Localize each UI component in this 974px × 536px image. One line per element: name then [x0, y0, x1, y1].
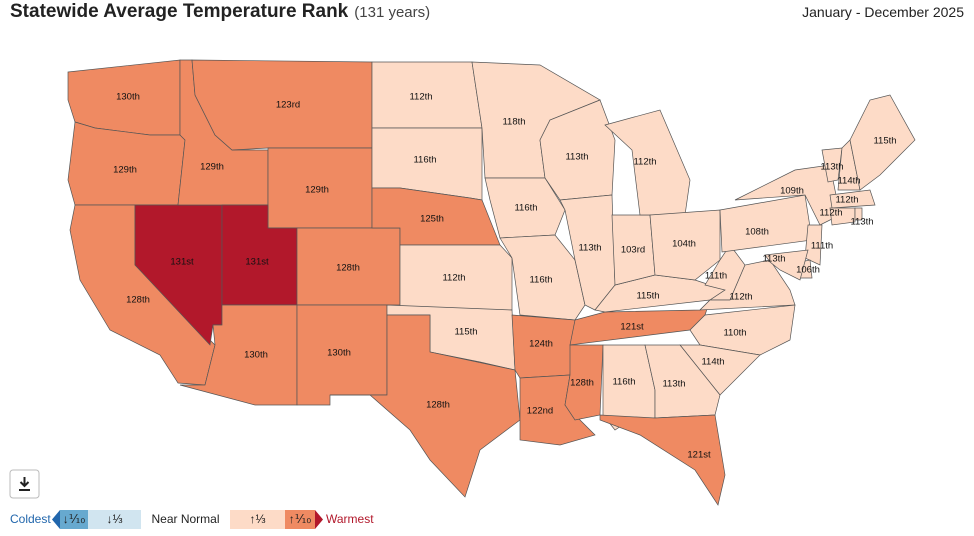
- legend-swatch: [285, 510, 315, 529]
- state-rank: 111th: [811, 241, 833, 252]
- state-rank: 131st: [170, 257, 194, 268]
- state-rank: 112th: [442, 273, 465, 284]
- state-rank: 109th: [780, 186, 804, 197]
- state-rank: 115th: [454, 327, 477, 338]
- state-rank: 113th: [565, 152, 588, 163]
- state-rank: 103rd: [621, 245, 645, 256]
- legend-label: ↓⅓: [106, 512, 122, 526]
- state-rank: 129th: [200, 162, 224, 173]
- state-rank: 129th: [113, 165, 137, 176]
- state-labels: 130th 129th 128th 131st 129th 123rd 129th 131st…: [113, 92, 896, 461]
- state: [829, 189, 876, 209]
- title-text: Statewide Average Temperature Rank: [10, 1, 349, 22]
- state-rank: 118th: [502, 117, 525, 128]
- legend-label: ↓⅒: [63, 512, 86, 526]
- state-rank: 114th: [837, 176, 860, 187]
- state: [764, 249, 809, 281]
- state: [559, 194, 616, 311]
- state-rank: 112th: [819, 208, 842, 219]
- state-rank: 115th: [636, 291, 659, 302]
- state-rank: 111th: [705, 271, 727, 282]
- state-rank: 128th: [126, 295, 150, 306]
- state-rank: 112th: [835, 195, 858, 206]
- state-rank: 130th: [116, 92, 140, 103]
- legend-swatch: [230, 510, 285, 529]
- state-rank: 116th: [529, 275, 552, 286]
- state-rank: 128th: [426, 400, 450, 411]
- legend-label: ↑⅓: [249, 512, 265, 526]
- state: [849, 94, 916, 191]
- state: [539, 99, 616, 201]
- state-rank: 116th: [514, 203, 537, 214]
- state: [829, 207, 856, 226]
- state-rank: 113th: [762, 254, 785, 265]
- legend-swatch: [60, 510, 88, 529]
- legend-arrow-left: [52, 510, 60, 529]
- state-rank: 113th: [578, 243, 601, 254]
- state-rank: 131st: [245, 257, 269, 268]
- legend-low: Coldest: [10, 512, 51, 526]
- state: [330, 314, 521, 498]
- state: [499, 234, 586, 321]
- state-rank: 130th: [327, 348, 351, 359]
- state: [649, 209, 721, 281]
- legend-arrow-right: [315, 510, 323, 529]
- state: [399, 244, 513, 311]
- legend: Coldest ↓⅒ ↓⅓ Near Normal ↑⅓ ↑⅒ Warmest: [10, 510, 374, 529]
- subtitle: (131 years): [354, 4, 430, 21]
- legend-label: ↑⅒: [289, 512, 312, 526]
- state: [599, 414, 726, 506]
- state-rank: 106th: [796, 265, 820, 276]
- legend-high: Warmest: [326, 512, 374, 526]
- state-rank: 129th: [305, 185, 329, 196]
- state-rank: 113th: [850, 217, 873, 228]
- state-rank: 130th: [244, 350, 268, 361]
- legend-swatch: [88, 510, 141, 529]
- state-rank: 110th: [723, 328, 746, 339]
- state-rank: 112th: [633, 157, 656, 168]
- state-rank: 124th: [529, 339, 553, 350]
- state-rank: 121st: [687, 450, 711, 461]
- state-rank: 125th: [420, 214, 444, 225]
- state: [804, 224, 823, 266]
- legend-swatch: [141, 510, 230, 529]
- state-rank: 128th: [336, 263, 360, 274]
- state-rank: 114th: [701, 357, 724, 368]
- state-rank: 122nd: [527, 406, 553, 417]
- state-rank: 104th: [672, 239, 696, 250]
- state-rank: 115th: [873, 136, 896, 147]
- state: [719, 194, 813, 253]
- download-button[interactable]: [9, 469, 40, 499]
- legend-label: Near Normal: [151, 512, 219, 526]
- period: January - December 2025: [802, 4, 964, 20]
- state-rank: 123rd: [276, 100, 300, 111]
- state: [821, 147, 843, 183]
- state-rank: 113th: [820, 162, 843, 173]
- state-rank: 116th: [612, 377, 635, 388]
- state-rank: 116th: [413, 155, 436, 166]
- state-rank: 108th: [745, 227, 769, 238]
- state-rank: 112th: [409, 92, 432, 103]
- state-rank: 113th: [662, 379, 685, 390]
- title: Statewide Average Temperature Rank (131 y…: [10, 1, 430, 22]
- state-rank: 128th: [570, 378, 594, 389]
- state-rank: 112th: [729, 292, 752, 303]
- state-rank: 121st: [620, 322, 644, 333]
- state: [854, 207, 863, 221]
- state: [699, 259, 796, 311]
- states: [67, 59, 916, 506]
